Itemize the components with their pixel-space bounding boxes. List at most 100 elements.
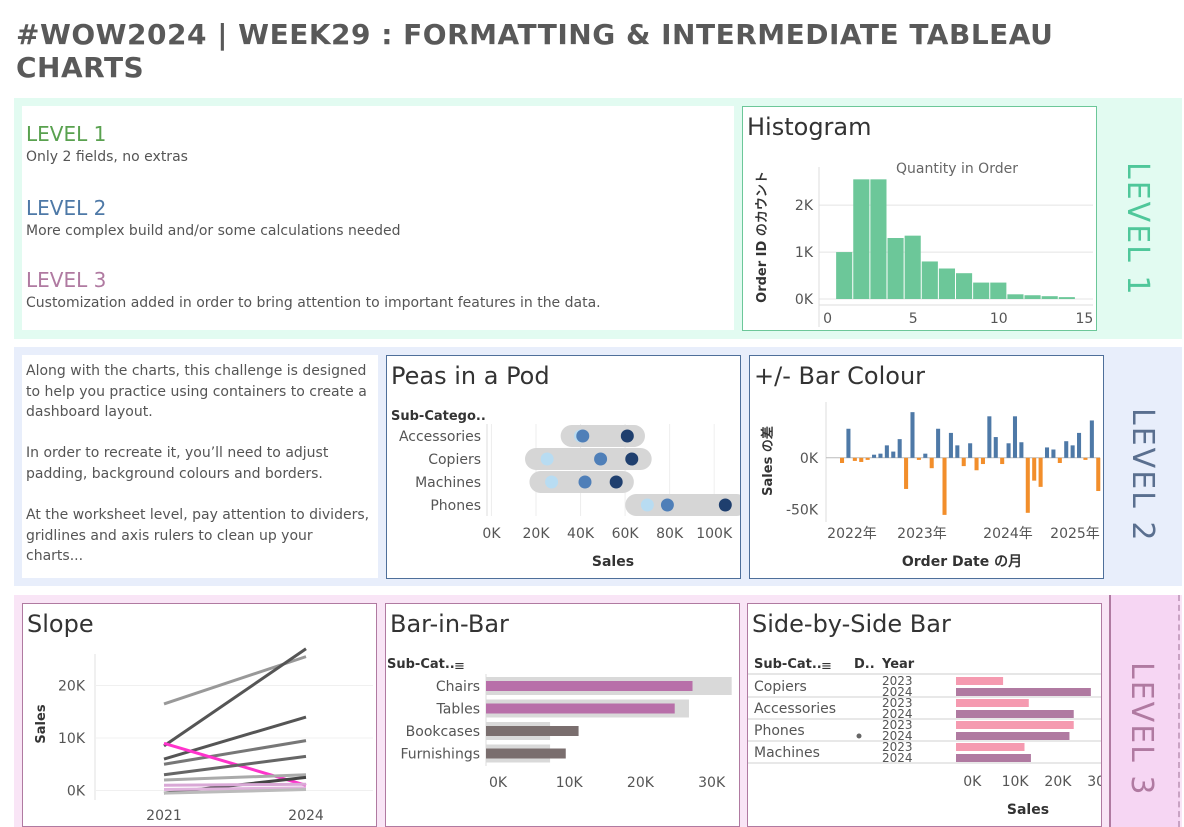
sidebyside-bar — [956, 754, 1031, 762]
barinbar-chart: Sub-Cat.. ≡ Chairs Tables Bookcases Furnishin… — [387, 657, 732, 791]
peas-category-label: Accessories — [399, 429, 481, 445]
peas-chart: Sub-Catego.. 0K 20K 40K 60K 80K 100K Sales Acces… — [391, 409, 740, 570]
sidebyside-sort-icon: ≡ — [821, 659, 832, 674]
sidebyside-year-label: 2023 — [882, 718, 913, 732]
dashboard-title: #WOW2024 | WEEK29 : FORMATTING & INTERME… — [16, 18, 1054, 84]
barcolour-x-tick: 2023年 — [897, 526, 947, 542]
histogram-bar — [938, 268, 955, 299]
barcolour-x-tick: 2024年 — [983, 526, 1033, 542]
peas-point — [625, 452, 639, 466]
sidebyside-row-header: Sub-Cat.. — [754, 657, 822, 672]
histogram-panel: Histogram Quantity in Order Order ID のカウン… — [742, 106, 1097, 331]
barcolour-bar — [904, 457, 909, 489]
slope-line — [163, 715, 307, 761]
sidebyside-year-label: 2023 — [882, 740, 913, 754]
barcolour-bar — [1064, 441, 1069, 458]
peas-category-label: Copiers — [428, 452, 481, 468]
sidebyside-bar — [956, 710, 1074, 718]
sidebyside-category-label: Copiers — [754, 679, 807, 695]
barcolour-bar — [1096, 457, 1101, 492]
sidebyside-bullet — [856, 733, 862, 739]
barcolour-bar — [948, 432, 953, 458]
peas-category-label: Phones — [430, 498, 481, 514]
barcolour-bar — [872, 454, 877, 458]
sidebyside-bar — [956, 743, 1025, 751]
sidebyside-year-label: 2023 — [882, 674, 913, 688]
peas-point — [545, 475, 559, 489]
barinbar-row-header: Sub-Cat.. — [387, 657, 455, 672]
barcolour-bar — [846, 428, 851, 458]
peas-row-header: Sub-Catego.. — [391, 409, 486, 424]
sidebyside-year-label: 2024 — [882, 751, 913, 765]
peas-x-tick: 40K — [567, 526, 595, 542]
barinbar-panel: Bar-in-Bar Sub-Cat.. ≡ Chairs Tables Bookcas… — [385, 603, 740, 827]
barcolour-bar — [923, 453, 928, 458]
histogram-y-tick: 2K — [795, 198, 814, 214]
histogram-bar — [1024, 295, 1041, 299]
level-2-desc: More complex build and/or some calculati… — [26, 223, 401, 239]
histogram-y-label: Order ID のカウント — [755, 171, 770, 303]
sidebyside-year-label: 2023 — [882, 696, 913, 710]
slope-line — [163, 786, 307, 791]
note-paragraph-2: In order to recreate it, you’ll need to … — [26, 445, 329, 482]
barinbar-front-bar — [486, 726, 579, 736]
barcolour-bar — [968, 443, 973, 458]
note-paragraph-3: At the worksheet level, pay attention to… — [26, 507, 370, 565]
sidebyside-category-label: Phones — [754, 723, 805, 739]
peas-x-tick: 80K — [656, 526, 684, 542]
slope-y-tick: 10K — [58, 731, 86, 747]
sidebyside-bar — [956, 677, 1004, 685]
barinbar-category-label: Chairs — [436, 679, 480, 695]
barcolour-bar — [891, 451, 896, 458]
slope-line — [163, 782, 307, 787]
barinbar-x-tick: 30K — [698, 775, 726, 791]
peas-title: Peas in a Pod — [391, 362, 550, 390]
barcolour-bar — [987, 416, 992, 458]
level-3-heading: LEVEL 3 — [26, 268, 107, 292]
histogram-x-tick: 15 — [1076, 311, 1094, 327]
sidebyside-x-tick: 10K — [1002, 774, 1030, 790]
sidebyside-bar — [956, 721, 1074, 729]
slope-y-tick: 0K — [67, 784, 86, 800]
barcolour-bar — [993, 437, 998, 458]
histogram-bar — [921, 261, 938, 299]
barcolour-bar — [974, 457, 979, 471]
barcolour-bar — [1051, 449, 1056, 458]
slope-line — [163, 739, 307, 766]
slope-title: Slope — [27, 610, 94, 638]
level-3-desc: Customization added in order to bring at… — [26, 295, 601, 311]
barcolour-bar — [1000, 457, 1005, 465]
barcolour-y-tick: -50K — [786, 503, 819, 519]
barcolour-bar — [1032, 457, 1037, 481]
peas-point — [620, 429, 634, 443]
barcolour-bar — [955, 445, 960, 458]
barcolour-bar — [1089, 420, 1094, 458]
level-1-heading: LEVEL 1 — [26, 122, 107, 146]
level-legend-panel: LEVEL 1 Only 2 fields, no extras LEVEL 2… — [22, 106, 734, 330]
slope-chart: Sales 0K 10K 20K 2021 2024 — [34, 647, 373, 824]
histogram-bar — [956, 273, 973, 299]
barcolour-title: +/- Bar Colour — [754, 362, 926, 390]
histogram-x-tick: 10 — [990, 311, 1008, 327]
histogram-x-tick: 5 — [909, 311, 918, 327]
sidebyside-bar — [956, 688, 1091, 696]
slope-y-label: Sales — [34, 704, 49, 743]
peas-point — [594, 452, 608, 466]
barinbar-front-bar — [486, 681, 693, 691]
histogram-chart: Quantity in Order Order ID のカウント 0K 1K 2K 0 5 1… — [755, 161, 1094, 327]
barcolour-bar — [1044, 447, 1050, 458]
band-label-level-2: LEVEL 2 — [1125, 408, 1160, 543]
sidebyside-col2-header: D.. — [854, 657, 875, 672]
band-label-level-3: LEVEL 3 — [1124, 662, 1159, 797]
barinbar-x-tick: 0K — [489, 775, 508, 791]
sidebyside-bar — [956, 732, 1070, 740]
barcolour-bar — [910, 412, 915, 458]
slope-line — [163, 773, 307, 782]
histogram-bar — [1007, 294, 1024, 299]
barcolour-x-label: Order Date の月 — [902, 554, 1022, 570]
histogram-bar — [1058, 297, 1075, 299]
peas-x-tick: 0K — [482, 526, 501, 542]
barinbar-x-tick: 20K — [627, 775, 655, 791]
barinbar-x-tick: 10K — [556, 775, 584, 791]
